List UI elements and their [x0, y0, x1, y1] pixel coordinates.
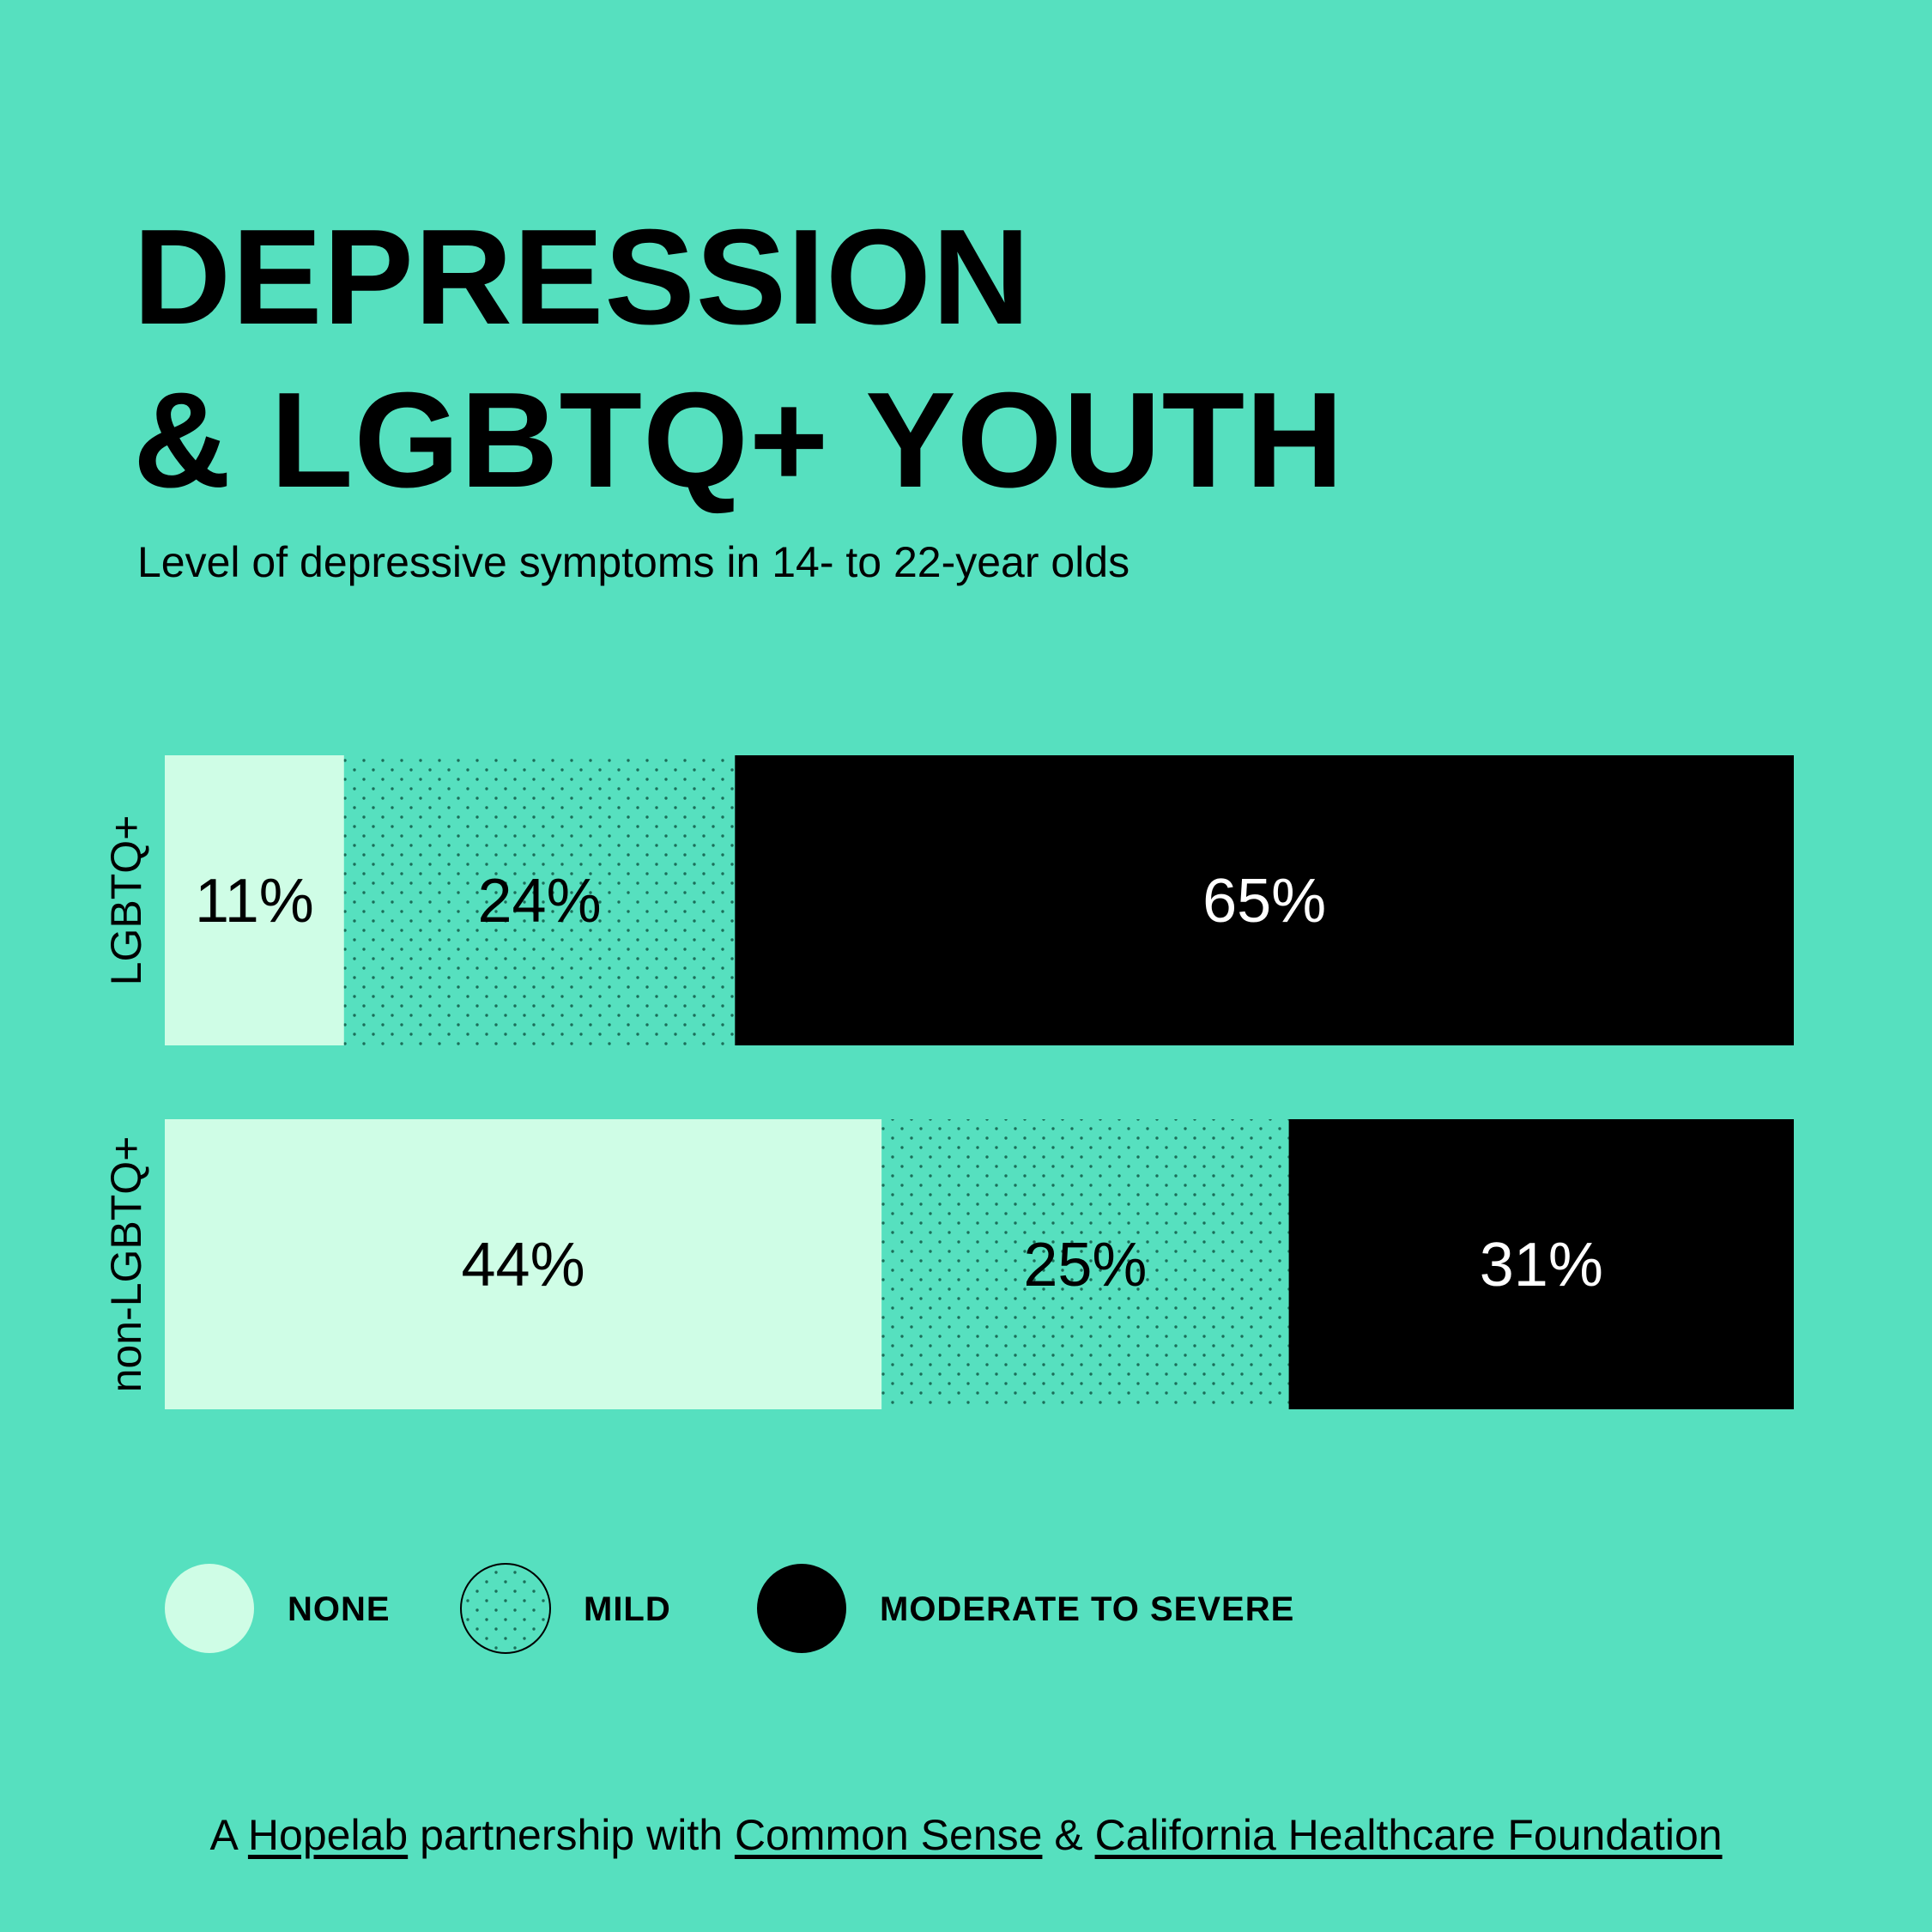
- bar-lgbtq-mild: [343, 755, 736, 1045]
- data-label-non-lgbtq-none: 44%: [462, 1231, 585, 1299]
- footer-middle: partnership with: [408, 1811, 735, 1859]
- legend-label-severe: MODERATE TO SEVERE: [880, 1590, 1295, 1628]
- title-line-1: DEPRESSION: [133, 202, 1032, 353]
- legend-swatch-none: [165, 1564, 254, 1653]
- hopelab-link[interactable]: Hopelab: [247, 1811, 409, 1859]
- footer-prefix: A: [209, 1811, 248, 1859]
- chart-bars: 11% 24% 65% LGBTQ+ 44% 25% 31% non-LGBTQ+: [102, 755, 1794, 1409]
- data-label-non-lgbtq-mild: 25%: [1023, 1231, 1147, 1299]
- bar-non-lgbtq-moderate-to-severe: [1288, 1119, 1794, 1409]
- footer-credit: A Hopelab partnership with Common Sense …: [0, 1809, 1932, 1861]
- data-label-lgbtq-mild: 24%: [477, 867, 601, 936]
- bar-lgbtq-moderate-to-severe: [735, 755, 1794, 1045]
- legend-label-mild: MILD: [584, 1590, 671, 1628]
- chcf-link[interactable]: California Healthcare Foundation: [1094, 1811, 1723, 1859]
- data-label-lgbtq-moderate-to-severe: 65%: [1202, 867, 1326, 936]
- data-label-lgbtq-none: 11%: [195, 867, 314, 936]
- data-label-non-lgbtq-moderate-to-severe: 31%: [1480, 1231, 1603, 1299]
- title-line-2: & LGBTQ+ YOUTH: [133, 365, 1345, 516]
- legend-swatch-mild: [460, 1563, 551, 1654]
- legend-swatch-moderate-to-severe: [757, 1564, 846, 1653]
- footer-amp: &: [1042, 1811, 1095, 1859]
- category-label-non-lgbtq: non-LGBTQ+: [102, 1136, 150, 1393]
- category-label-lgbtq: LGBTQ+: [102, 815, 150, 986]
- legend-swatches: [165, 1563, 846, 1654]
- bar-non-lgbtq-none: [165, 1119, 882, 1409]
- page-title: DEPRESSION & LGBTQ+ YOUTH: [133, 196, 1344, 522]
- common-sense-link[interactable]: Common Sense: [734, 1811, 1043, 1859]
- bar-lgbtq-none: [165, 755, 344, 1045]
- legend-label-none: NONE: [288, 1590, 391, 1628]
- bar-non-lgbtq-mild: [881, 1119, 1289, 1409]
- chart-subtitle: Level of depressive symptoms in 14- to 2…: [137, 538, 1130, 586]
